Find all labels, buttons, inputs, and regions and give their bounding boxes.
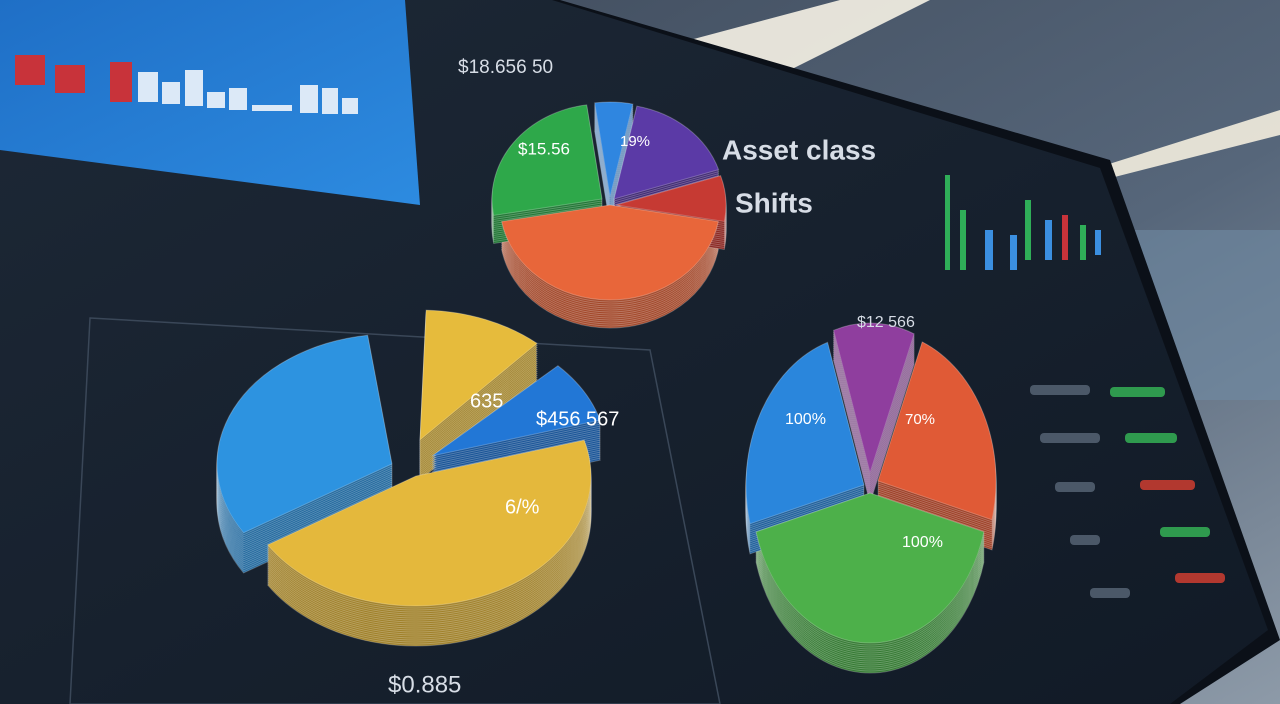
- row-value: [1125, 433, 1177, 443]
- slice-label: 6/%: [505, 496, 540, 518]
- subtitle: Shifts: [735, 187, 813, 218]
- row-text: [1090, 588, 1130, 598]
- pie-label: $12 566: [857, 314, 915, 331]
- pie-charts: [216, 101, 997, 674]
- slice-label: 100%: [902, 534, 943, 551]
- candle: [985, 230, 993, 270]
- slice-label: $456 567: [536, 408, 619, 430]
- pie-label: $0.885: [388, 671, 461, 698]
- pie-slice: [832, 322, 915, 475]
- bar: [55, 65, 85, 93]
- row-value: [1110, 387, 1165, 397]
- candle: [945, 175, 950, 270]
- pie-slice: [216, 334, 393, 534]
- row-value: [1140, 480, 1195, 490]
- bar: [342, 98, 358, 114]
- pie-slice: [266, 439, 592, 607]
- slice-label: 635: [470, 390, 503, 412]
- bar: [229, 88, 247, 110]
- bar-chart: [15, 55, 358, 114]
- bar: [252, 105, 292, 111]
- list-rows: [1030, 385, 1225, 598]
- bar: [322, 88, 338, 114]
- pie-slice: [613, 105, 720, 200]
- title: Asset class: [722, 134, 876, 165]
- bar: [162, 82, 180, 104]
- candle: [1095, 230, 1101, 255]
- pie-slice: [419, 309, 538, 442]
- row-text: [1040, 433, 1100, 443]
- slice-label: 70%: [905, 411, 935, 428]
- pie-slice: [877, 341, 997, 521]
- candle: [1080, 225, 1086, 260]
- candlestick-thumbnail: [945, 175, 1101, 270]
- row-value: [1160, 527, 1210, 537]
- candle: [1025, 200, 1031, 260]
- row-text: [1070, 535, 1100, 545]
- bar: [138, 72, 158, 102]
- slice-label: 19%: [620, 133, 650, 150]
- slice-label: $15.56: [518, 139, 570, 158]
- bar: [110, 62, 132, 102]
- bar: [300, 85, 318, 113]
- candle: [1045, 220, 1052, 260]
- slice-label: 100%: [785, 411, 826, 428]
- pie-label: $18.656 50: [458, 57, 553, 78]
- candle: [960, 210, 966, 270]
- bar: [15, 55, 45, 85]
- bar: [185, 70, 203, 106]
- bar: [207, 92, 225, 108]
- pie-slice: [491, 104, 603, 217]
- pie-slice: [745, 341, 865, 525]
- pie-slice: [755, 492, 985, 644]
- candle: [1062, 215, 1068, 260]
- candle: [1010, 235, 1017, 270]
- pie-slice: [615, 175, 727, 223]
- row-text: [1055, 482, 1095, 492]
- row-value: [1175, 573, 1225, 583]
- pie-slice: [501, 204, 719, 301]
- ceiling-light: [1090, 110, 1280, 182]
- pie-slice: [431, 365, 601, 457]
- row-text: [1030, 385, 1090, 395]
- pie-slice: [594, 101, 634, 198]
